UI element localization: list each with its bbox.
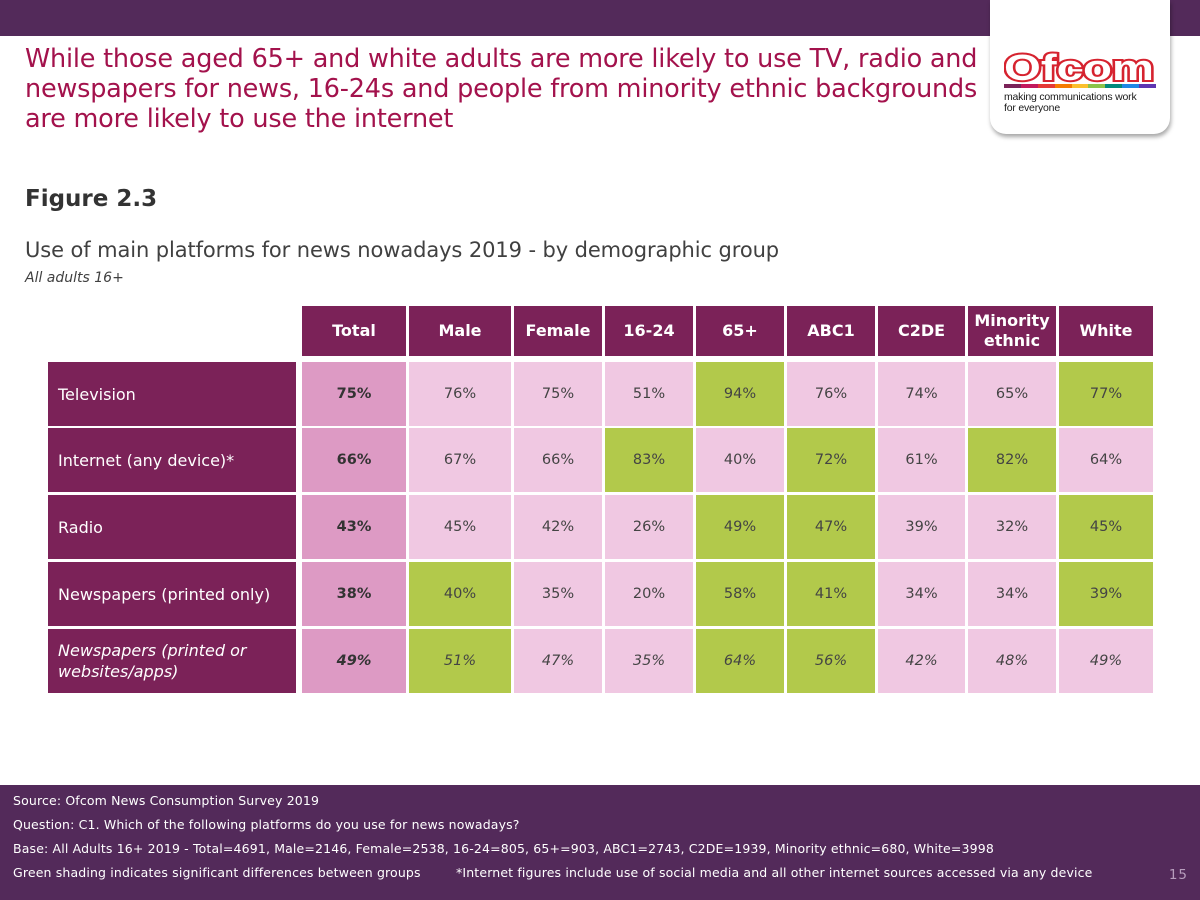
table-cell: 82% bbox=[968, 428, 1056, 492]
table-cell: 20% bbox=[605, 562, 693, 626]
table-cell: 65% bbox=[968, 362, 1056, 426]
table-cell: 83% bbox=[605, 428, 693, 492]
table-cell: 43% bbox=[302, 495, 406, 559]
page-number: 15 bbox=[1168, 867, 1188, 883]
footer-source: Source: Ofcom News Consumption Survey 20… bbox=[13, 793, 320, 808]
column-header: Total bbox=[302, 306, 406, 356]
footer-significance-note: Green shading indicates significant diff… bbox=[13, 865, 421, 880]
table-cell: 49% bbox=[302, 629, 406, 693]
table-cell: 26% bbox=[605, 495, 693, 559]
table-cell: 39% bbox=[1059, 562, 1153, 626]
table-cell: 51% bbox=[605, 362, 693, 426]
figure-label: Figure 2.3 bbox=[25, 186, 158, 212]
table-cell: 45% bbox=[1059, 495, 1153, 559]
logo-tagline-line-2: for everyone bbox=[1004, 102, 1060, 114]
column-header: 16-24 bbox=[605, 306, 693, 356]
table-cell: 74% bbox=[878, 362, 965, 426]
table-cell: 41% bbox=[787, 562, 875, 626]
footer-notes: Source: Ofcom News Consumption Survey 20… bbox=[0, 785, 1200, 900]
table-cell: 35% bbox=[605, 629, 693, 693]
column-header: ABC1 bbox=[787, 306, 875, 356]
chart-base-note: All adults 16+ bbox=[25, 270, 124, 286]
table-cell: 34% bbox=[878, 562, 965, 626]
row-label: Television bbox=[48, 362, 296, 426]
logo-wordmark: Ofcom bbox=[1004, 50, 1154, 86]
footer-internet-note: *Internet figures include use of social … bbox=[456, 865, 1093, 880]
column-header: Minority ethnic bbox=[968, 306, 1056, 356]
table-cell: 77% bbox=[1059, 362, 1153, 426]
table-cell: 34% bbox=[968, 562, 1056, 626]
column-header: Male bbox=[409, 306, 511, 356]
table-cell: 75% bbox=[302, 362, 406, 426]
table-cell: 76% bbox=[409, 362, 511, 426]
table-cell: 75% bbox=[514, 362, 602, 426]
table-cell: 66% bbox=[514, 428, 602, 492]
table-cell: 56% bbox=[787, 629, 875, 693]
footer-question: Question: C1. Which of the following pla… bbox=[13, 817, 520, 832]
table-cell: 38% bbox=[302, 562, 406, 626]
table-cell: 94% bbox=[696, 362, 784, 426]
table-cell: 35% bbox=[514, 562, 602, 626]
column-header: White bbox=[1059, 306, 1153, 356]
table-cell: 32% bbox=[968, 495, 1056, 559]
table-cell: 58% bbox=[696, 562, 784, 626]
row-label: Newspapers (printed only) bbox=[48, 562, 296, 626]
table-cell: 51% bbox=[409, 629, 511, 693]
column-header: 65+ bbox=[696, 306, 784, 356]
row-label: Internet (any device)* bbox=[48, 428, 296, 492]
ofcom-logo: Ofcom making communications work for eve… bbox=[990, 0, 1170, 134]
table-cell: 40% bbox=[696, 428, 784, 492]
table-cell: 49% bbox=[696, 495, 784, 559]
row-label: Radio bbox=[48, 495, 296, 559]
table-cell: 66% bbox=[302, 428, 406, 492]
table-cell: 64% bbox=[1059, 428, 1153, 492]
slide-headline: While those aged 65+ and white adults ar… bbox=[25, 44, 978, 134]
table-cell: 47% bbox=[514, 629, 602, 693]
table-cell: 61% bbox=[878, 428, 965, 492]
table-cell: 67% bbox=[409, 428, 511, 492]
column-header: Female bbox=[514, 306, 602, 356]
table-cell: 42% bbox=[514, 495, 602, 559]
table-cell: 72% bbox=[787, 428, 875, 492]
chart-title: Use of main platforms for news nowadays … bbox=[25, 238, 780, 262]
table-cell: 39% bbox=[878, 495, 965, 559]
table-cell: 48% bbox=[968, 629, 1056, 693]
ofcom-wordmark-icon: Ofcom bbox=[1004, 50, 1156, 86]
table-cell: 42% bbox=[878, 629, 965, 693]
column-header: C2DE bbox=[878, 306, 965, 356]
table-cell: 40% bbox=[409, 562, 511, 626]
table-cell: 45% bbox=[409, 495, 511, 559]
logo-color-stripe bbox=[1004, 84, 1157, 88]
footer-base: Base: All Adults 16+ 2019 - Total=4691, … bbox=[13, 841, 994, 856]
logo-tagline: making communications work for everyone bbox=[1004, 92, 1164, 114]
table-cell: 47% bbox=[787, 495, 875, 559]
logo-tagline-line-1: making communications work bbox=[1004, 91, 1137, 103]
table-cell: 49% bbox=[1059, 629, 1153, 693]
table-cell: 64% bbox=[696, 629, 784, 693]
row-label: Newspapers (printed or websites/apps) bbox=[48, 629, 296, 693]
table-cell: 76% bbox=[787, 362, 875, 426]
